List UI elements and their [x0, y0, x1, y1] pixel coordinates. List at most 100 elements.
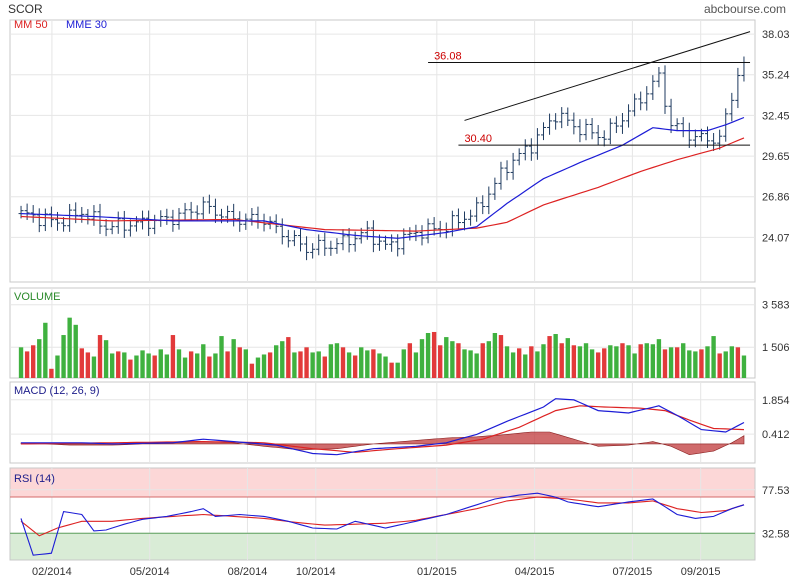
volume-bar	[389, 362, 394, 378]
volume-bar	[73, 324, 78, 378]
volume-bar	[456, 343, 461, 378]
volume-bar	[699, 349, 704, 378]
volume-bar	[122, 352, 127, 378]
volume-bar	[741, 355, 747, 378]
volume-bar	[450, 341, 455, 378]
volume-bar	[644, 343, 649, 378]
macd-line	[21, 398, 745, 456]
volume-bar	[535, 351, 540, 378]
volume-bar	[681, 343, 686, 378]
volume-bar	[219, 336, 224, 378]
volume-bar	[18, 347, 24, 378]
volume-bar	[705, 346, 710, 378]
volume-y-tick: 3 583	[762, 300, 790, 312]
source-label: abcbourse.com	[704, 2, 786, 16]
volume-bar	[529, 346, 534, 378]
x-tick-label: 05/2014	[130, 566, 170, 578]
level-label: 36.08	[434, 51, 462, 63]
volume-panel: 3 583 1 506 VOLUME	[9, 287, 790, 379]
volume-bar	[213, 353, 218, 378]
volume-bar	[401, 349, 406, 378]
x-tick-label: 08/2014	[228, 566, 268, 578]
volume-bar	[201, 344, 206, 378]
volume-bar	[152, 355, 157, 378]
volume-bar	[717, 353, 722, 378]
price-panel: 38.03 35.24 32.45 29.65 26.86 24.07 MM 50 MME 3…	[9, 19, 790, 283]
macd-signal-line	[21, 405, 745, 453]
volume-y-tick: 1 506	[762, 342, 790, 354]
volume-bar	[693, 351, 698, 378]
volume-bar	[146, 353, 151, 378]
volume-bar	[231, 339, 236, 378]
volume-bar	[510, 352, 516, 378]
volume-bar	[504, 346, 510, 378]
volume-bar	[541, 344, 546, 378]
volume-bar	[43, 322, 48, 378]
volume-bar	[468, 350, 473, 378]
volume-bar	[626, 345, 631, 378]
price-y-tick: 32.45	[762, 110, 790, 122]
volume-bar	[249, 363, 255, 378]
volume-bar	[431, 331, 437, 378]
macd-y-tick: 0.412	[762, 429, 790, 441]
volume-bar	[322, 356, 327, 378]
volume-bar	[352, 355, 358, 378]
volume-bar	[261, 354, 267, 378]
volume-bar	[614, 346, 619, 378]
volume-bar	[523, 354, 528, 378]
volume-bar	[413, 352, 419, 378]
volume-bar	[656, 339, 662, 378]
volume-bar	[729, 346, 734, 378]
volume-bar	[395, 362, 400, 378]
volume-bar	[304, 347, 309, 378]
volume-bar	[334, 343, 340, 378]
x-tick-label: 07/2015	[613, 566, 653, 578]
trend-line	[464, 31, 751, 121]
volume-bar	[620, 343, 625, 378]
volume-bar	[195, 353, 200, 378]
level-label: 30.40	[464, 133, 492, 145]
volume-bar	[589, 349, 595, 378]
volume-bar	[85, 352, 91, 378]
volume-bar	[310, 352, 315, 378]
volume-bar	[164, 354, 170, 378]
x-tick-label: 02/2014	[32, 566, 72, 578]
volume-bar	[559, 343, 564, 378]
volume-bar	[109, 353, 115, 378]
volume-bar	[638, 344, 643, 378]
price-frame	[9, 19, 756, 283]
mm50-line	[20, 137, 745, 232]
volume-bar	[237, 347, 242, 378]
volume-bar	[668, 347, 674, 378]
rsi-signal-line	[20, 496, 745, 537]
volume-bar	[67, 317, 72, 378]
volume-bar	[328, 344, 334, 378]
volume-bar	[602, 348, 607, 378]
rsi-frame	[9, 467, 756, 561]
macd-panel: 1.854 0.412 MACD (12, 26, 9)	[9, 381, 790, 464]
volume-bar	[650, 344, 656, 378]
macd-title: MACD (12, 26, 9)	[14, 385, 100, 397]
volume-bar	[377, 353, 382, 378]
volume-bar	[267, 352, 273, 378]
volume-bar	[55, 355, 60, 378]
volume-bar	[517, 348, 522, 378]
volume-bar	[346, 352, 352, 378]
volume-bar	[274, 345, 279, 378]
volume-bar	[158, 349, 163, 378]
price-y-tick: 35.24	[762, 70, 790, 82]
volume-bar	[359, 347, 364, 378]
rsi-y-tick: 77.53	[762, 485, 790, 497]
volume-bar	[577, 346, 583, 378]
price-y-tick: 38.03	[762, 29, 790, 41]
volume-bar	[632, 353, 637, 378]
volume-bar	[462, 349, 467, 378]
volume-bar	[31, 345, 36, 378]
volume-bar	[383, 356, 388, 378]
volume-bar	[91, 356, 97, 378]
volume-bar	[595, 352, 601, 378]
volume-bar	[188, 351, 194, 378]
volume-bar	[474, 353, 479, 378]
volume-bar	[255, 357, 261, 378]
volume-bar	[492, 333, 498, 378]
